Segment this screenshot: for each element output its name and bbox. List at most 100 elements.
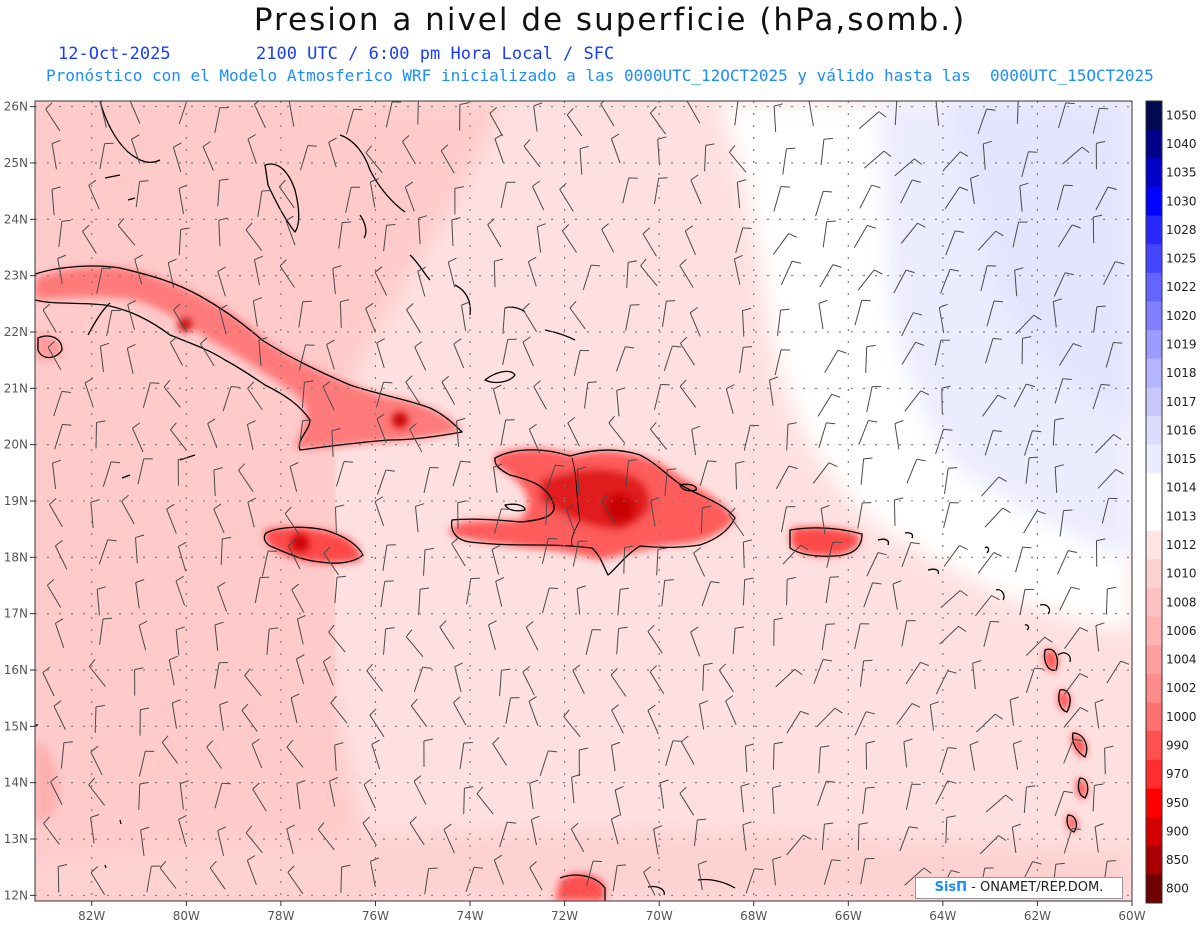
wind-barb	[94, 704, 105, 733]
wind-barb	[608, 415, 626, 444]
wind-barb	[500, 181, 516, 208]
wind-barb	[404, 181, 415, 212]
wind-barb	[542, 587, 559, 614]
wind-barb	[42, 666, 55, 697]
wind-barb	[132, 422, 144, 453]
wind-barb	[563, 709, 581, 738]
colorbar-label: 800	[1166, 882, 1189, 896]
wind-barb	[401, 135, 416, 165]
forecast-time: 2100 UTC / 6:00 pm Hora Local / SFC	[256, 44, 615, 64]
wind-barb	[679, 259, 694, 289]
wind-barb	[985, 794, 1014, 813]
wind-barb	[600, 101, 615, 127]
wind-barb	[1052, 417, 1064, 446]
wind-barb	[679, 786, 695, 816]
wind-barb	[423, 738, 433, 767]
wind-barb	[643, 866, 656, 896]
wind-barb	[290, 693, 300, 724]
wind-barb	[491, 544, 501, 575]
wind-barb	[1023, 510, 1046, 534]
colorbar-label: 970	[1166, 767, 1189, 781]
wind-barb	[525, 621, 539, 651]
lat-lon-grid	[35, 101, 1132, 901]
wind-barb	[121, 494, 135, 525]
wind-barb	[284, 506, 300, 536]
wind-barb	[499, 668, 511, 697]
wind-barb	[522, 302, 538, 332]
wind-barb	[529, 779, 539, 809]
lon-label: 78W	[267, 909, 294, 923]
wind-barb	[570, 822, 585, 853]
wind-barb	[977, 230, 1004, 251]
wind-barb	[941, 385, 951, 415]
wind-barb	[424, 867, 438, 895]
wind-barb	[90, 866, 106, 896]
wind-barb	[98, 539, 117, 565]
wind-barb	[463, 786, 474, 815]
wind-barb	[371, 739, 381, 770]
wind-barb	[894, 158, 922, 177]
wind-barb	[84, 377, 94, 408]
wind-barb	[99, 342, 110, 373]
wind-barb	[901, 620, 916, 647]
wind-barb	[977, 552, 1003, 574]
wind-barb	[298, 344, 315, 371]
wind-barb	[559, 182, 574, 212]
wind-barb	[983, 621, 1000, 647]
wind-barb	[1097, 468, 1124, 489]
wind-barb	[405, 375, 421, 405]
wind-barb	[522, 336, 534, 367]
wind-barb	[238, 463, 254, 492]
wind-barb	[362, 816, 377, 846]
wind-barb	[138, 750, 155, 777]
wind-barb	[665, 740, 682, 766]
lon-label: 68W	[740, 909, 767, 923]
lat-label: 24N	[4, 212, 28, 226]
wind-barb	[566, 107, 583, 137]
wind-barb	[905, 661, 929, 685]
wind-barb	[459, 102, 469, 131]
wind-barb	[857, 269, 883, 291]
wind-barb	[322, 656, 334, 686]
wind-barb	[1025, 667, 1044, 693]
wind-barb	[213, 503, 225, 534]
wind-barb	[218, 304, 228, 335]
wind-barb	[457, 500, 467, 529]
mountain-low-pressure	[178, 318, 634, 552]
wind-barb	[1093, 305, 1106, 333]
wind-barb	[786, 834, 812, 856]
cuba-coastline	[35, 265, 463, 451]
wind-barb	[52, 459, 62, 489]
wind-barb	[131, 134, 141, 165]
colorbar-label: 1002	[1166, 681, 1197, 695]
wind-barb	[499, 821, 517, 848]
wind-barb	[170, 422, 187, 451]
lon-label: 60W	[1118, 909, 1145, 923]
wind-barb	[528, 423, 541, 454]
wind-barb	[773, 617, 783, 646]
colorbar-label: 1035	[1166, 166, 1197, 180]
wind-barb	[299, 419, 312, 447]
wind-barb	[1059, 509, 1073, 537]
lon-label: 70W	[646, 909, 673, 923]
wind-barb	[1103, 261, 1125, 286]
colorbar-label: 1050	[1166, 108, 1197, 122]
lat-label: 14N	[4, 776, 28, 790]
wind-barb	[659, 779, 669, 809]
wind-barb	[1094, 823, 1104, 853]
wind-barb	[1092, 383, 1111, 410]
wind-barb	[58, 219, 71, 248]
wind-barb	[322, 381, 335, 411]
wind-barb	[782, 544, 809, 565]
wind-barb	[982, 394, 1007, 417]
bahamas-1	[264, 163, 300, 233]
sispi-logo: SisΠ	[934, 880, 968, 895]
wind-barb	[866, 386, 882, 413]
wind-barb	[650, 421, 668, 450]
wind-barb	[452, 696, 467, 726]
colorbar-swatch	[1146, 559, 1162, 589]
wind-barb	[326, 339, 335, 370]
st-lucia	[1077, 777, 1089, 799]
wind-barb	[576, 585, 586, 615]
wind-barb	[323, 546, 339, 576]
